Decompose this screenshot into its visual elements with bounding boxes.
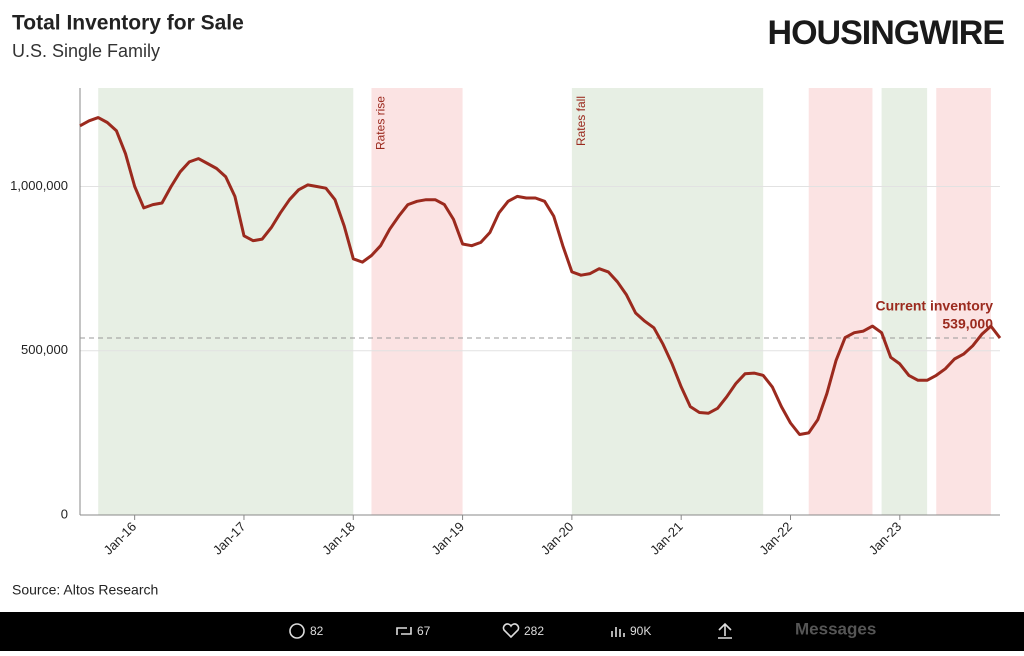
x-tick-label: Jan-23	[866, 519, 905, 558]
annotation-label: Current inventory	[876, 298, 994, 314]
like-button[interactable]: 282	[502, 623, 544, 639]
band-label: Rates rise	[374, 96, 388, 150]
shaded-band	[808, 88, 873, 515]
like-icon	[502, 623, 520, 639]
shaded-band	[98, 88, 354, 515]
shaded-band	[881, 88, 928, 515]
plot: Rates rise Rates fall 0 500,000 1,000,000 Jan…	[10, 88, 1002, 558]
views-button[interactable]: 90K	[611, 624, 651, 638]
x-tick-label: Jan-19	[428, 519, 467, 558]
messages-label[interactable]: Messages	[795, 619, 876, 638]
y-tick-label: 0	[61, 506, 68, 521]
chart-title: Total Inventory for Sale	[12, 12, 244, 35]
x-tick-label: Jan-20	[538, 519, 577, 558]
x-tick-label: Jan-16	[100, 519, 139, 558]
reply-icon	[289, 623, 305, 639]
x-tick-label: Jan-21	[647, 519, 686, 558]
tweet-bar	[0, 612, 1024, 651]
shaded-band	[936, 88, 991, 515]
retweet-icon	[396, 627, 412, 635]
views-icon	[611, 627, 625, 637]
inventory-line	[79, 116, 1002, 436]
x-tick-label: Jan-22	[756, 519, 795, 558]
chart-subtitle: U.S. Single Family	[12, 41, 160, 61]
retweet-button[interactable]: 67	[396, 624, 431, 638]
y-tick-label: 1,000,000	[10, 178, 68, 193]
retweet-count: 67	[417, 624, 431, 638]
band-label: Rates fall	[574, 96, 588, 146]
shaded-band	[571, 88, 764, 515]
share-button[interactable]	[718, 622, 732, 639]
y-tick-label: 500,000	[21, 342, 68, 357]
reply-count: 82	[310, 624, 324, 638]
brand-logo: HOUSINGWIRE	[768, 14, 1005, 52]
views-count: 90K	[630, 624, 651, 638]
source-note: Source: Altos Research	[12, 582, 158, 598]
annotation-value: 539,000	[942, 316, 993, 332]
like-count: 282	[524, 624, 544, 638]
x-tick-label: Jan-17	[210, 519, 249, 558]
shaded-band	[371, 88, 463, 515]
reply-button[interactable]: 82	[289, 623, 324, 639]
x-tick-label: Jan-18	[319, 519, 358, 558]
